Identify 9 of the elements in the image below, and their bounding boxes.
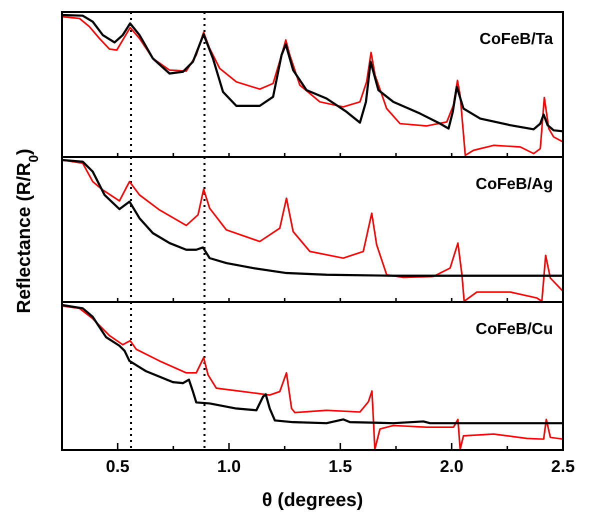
x-tick-label: 0.5 bbox=[106, 457, 130, 476]
annotation: CoFeB/Cu bbox=[476, 321, 553, 338]
annotation: CoFeB/Ag bbox=[476, 176, 553, 193]
x-axis-title: θ (degrees) bbox=[262, 490, 364, 511]
annotation: CoFeB/Ta bbox=[480, 31, 554, 48]
x-tick-label: 2.0 bbox=[440, 457, 464, 476]
x-tick-label: 1.5 bbox=[328, 457, 352, 476]
x-tick-label: 1.0 bbox=[217, 457, 241, 476]
x-tick-label: 2.5 bbox=[551, 457, 575, 476]
